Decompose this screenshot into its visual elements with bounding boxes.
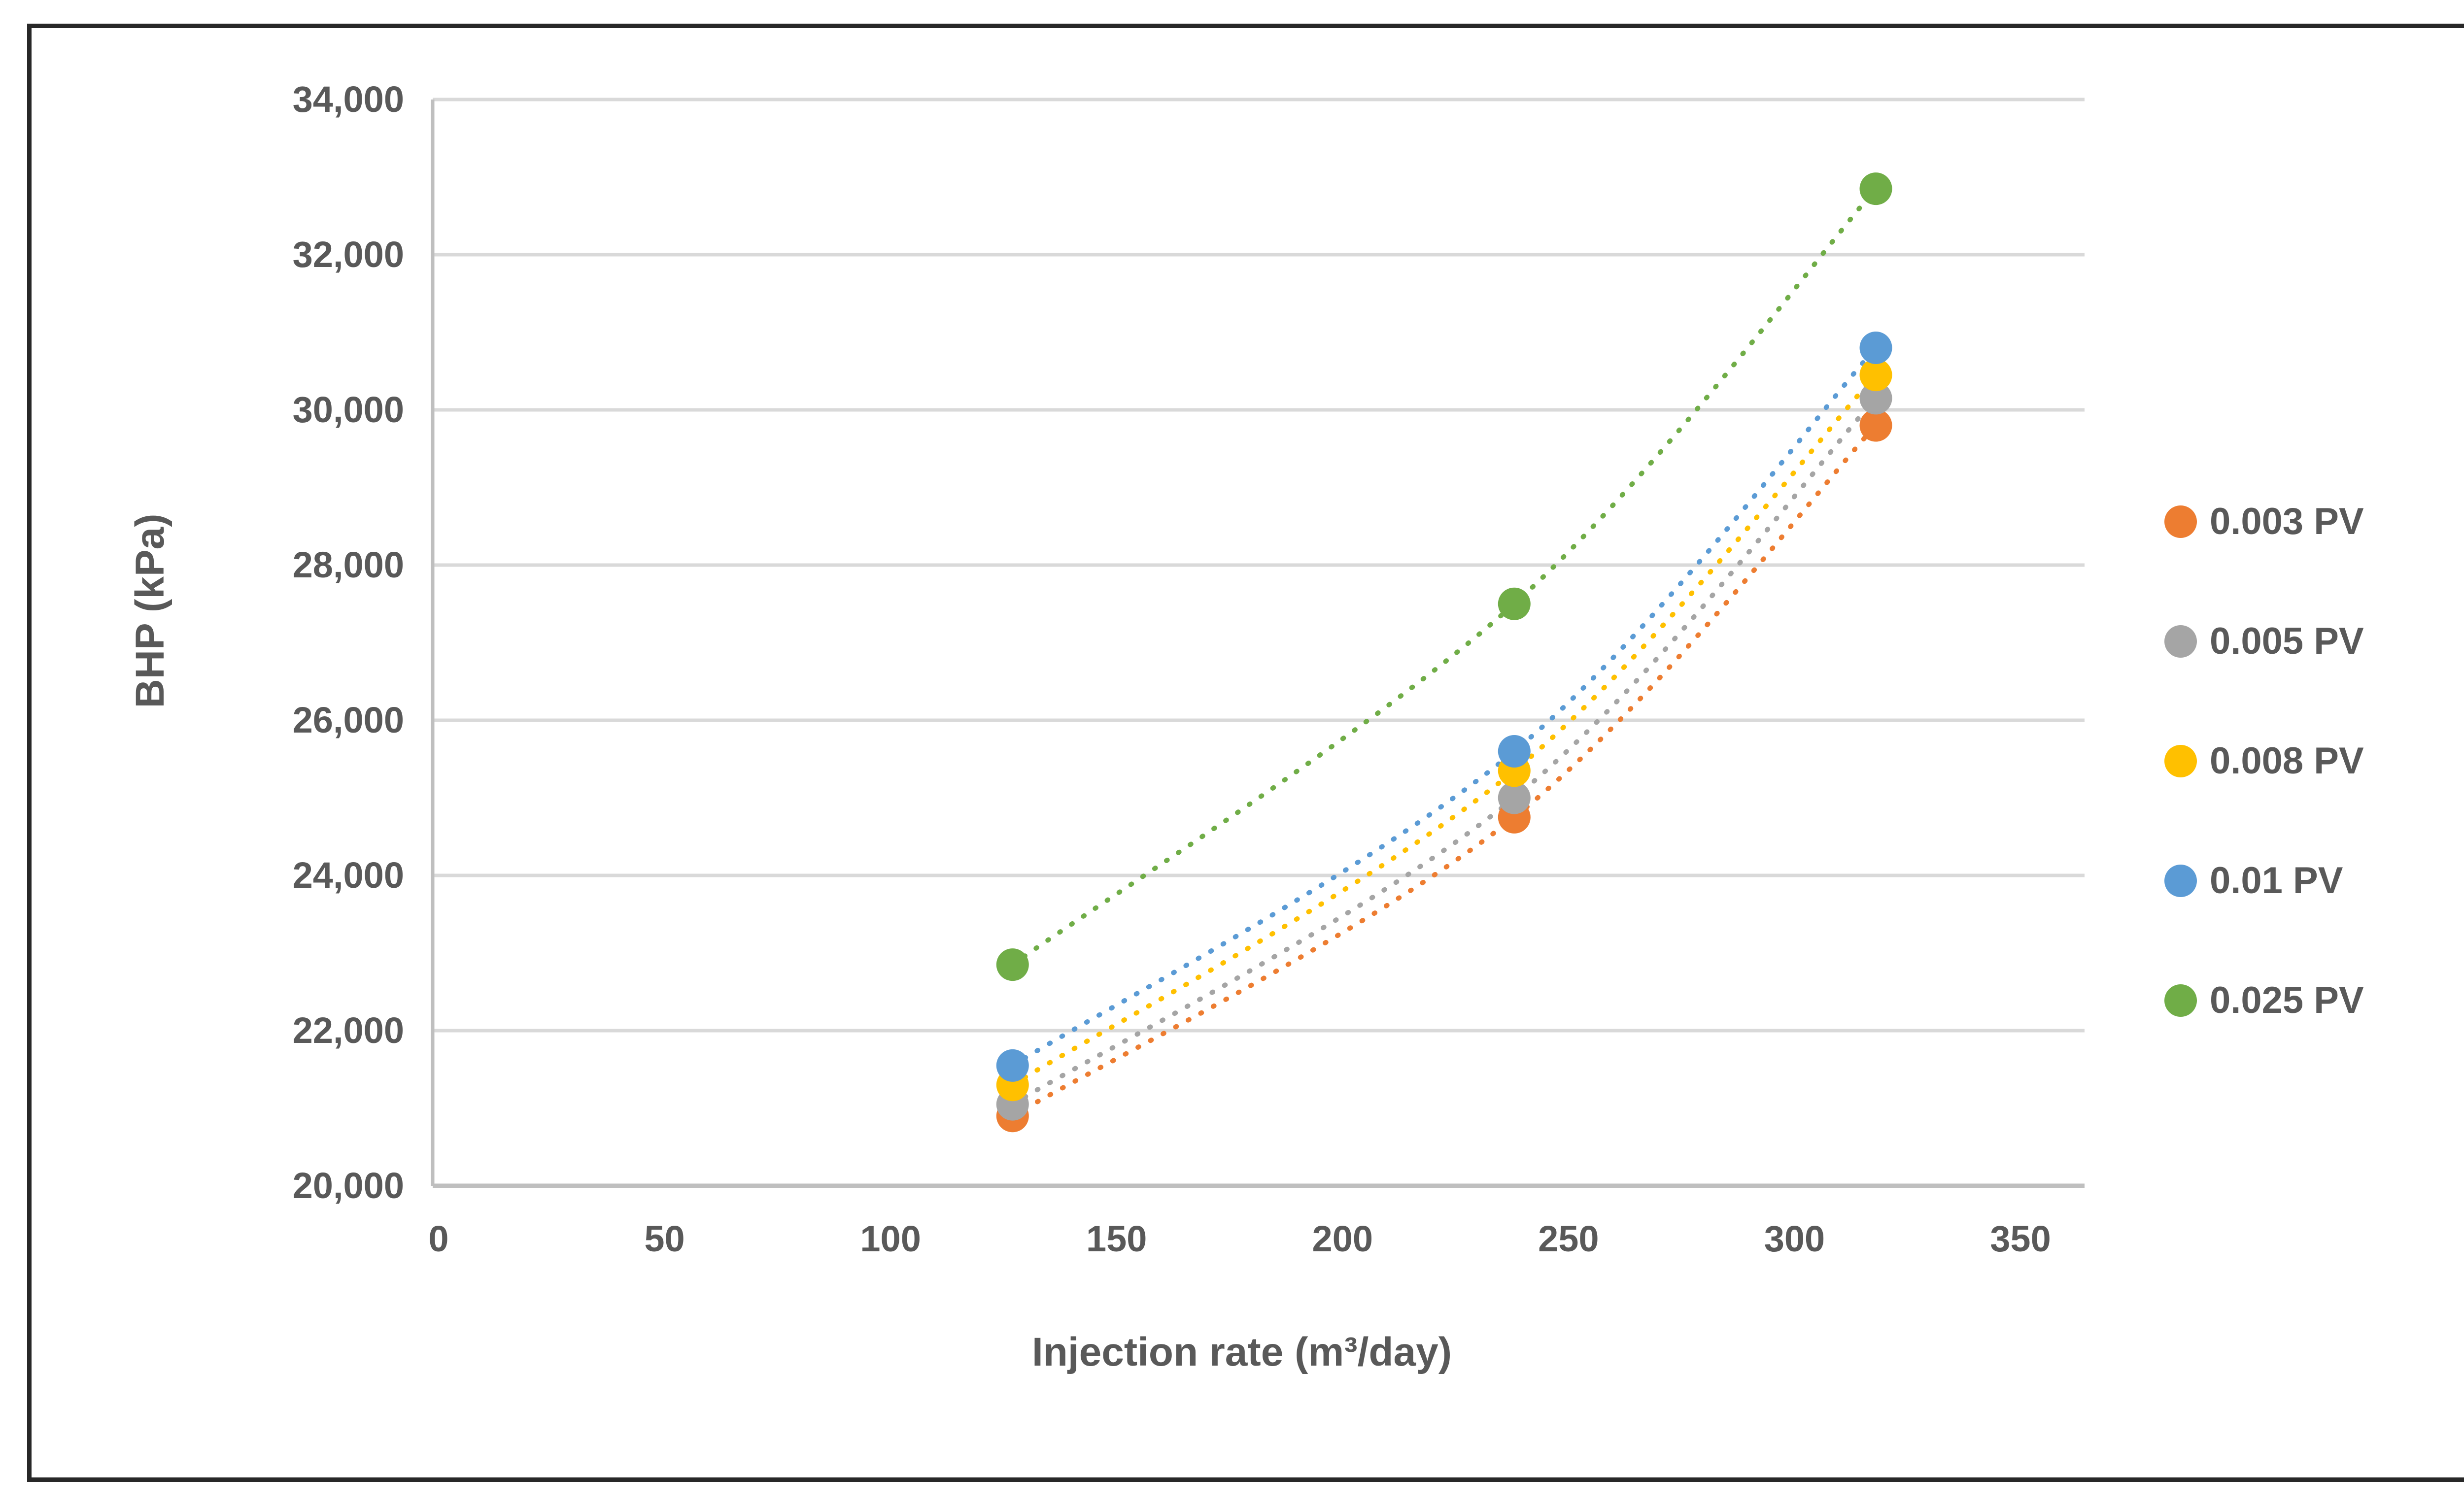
y-tick-label-26000: 26,000 xyxy=(292,700,404,740)
x-tick-label-100: 100 xyxy=(860,1218,921,1259)
legend-marker-dot xyxy=(2164,505,2197,538)
data-point-0.025-pv-x318 xyxy=(1859,172,1892,205)
series-line-0.01-pv xyxy=(1010,345,1879,1068)
legend-item-0.008-pv: 0.008 PV xyxy=(2164,737,2364,785)
legend-marker-dot xyxy=(2164,865,2197,897)
data-point-0.005-pv-x318 xyxy=(1859,382,1892,415)
x-tick-label-200: 200 xyxy=(1312,1218,1373,1259)
x-tick-label-250: 250 xyxy=(1538,1218,1599,1259)
x-tick-label-50: 50 xyxy=(644,1218,685,1259)
legend-marker-dot xyxy=(2164,625,2197,658)
legend-item-0.003-pv: 0.003 PV xyxy=(2164,498,2364,545)
x-axis-title: Injection rate (m³/day) xyxy=(1031,1330,1452,1374)
legend-label: 0.008 PV xyxy=(2210,740,2364,782)
data-point-0.025-pv-x127 xyxy=(996,948,1029,981)
x-tick-label-150: 150 xyxy=(1086,1218,1147,1259)
legend-label: 0.005 PV xyxy=(2210,620,2364,662)
data-point-0.005-pv-x238 xyxy=(1498,781,1531,814)
data-point-0.01-pv-x127 xyxy=(996,1049,1029,1082)
series-line-0.008-pv xyxy=(1010,372,1879,1088)
legend-label: 0.01 PV xyxy=(2210,860,2343,902)
x-tick-label-350: 350 xyxy=(1990,1218,2051,1259)
legend-item-0.005-pv: 0.005 PV xyxy=(2164,618,2364,665)
y-tick-label-34000: 34,000 xyxy=(292,79,404,120)
legend-item-0.01-pv: 0.01 PV xyxy=(2164,857,2343,904)
x-tick-label-0: 0 xyxy=(428,1218,449,1259)
y-tick-label-32000: 32,000 xyxy=(292,234,404,275)
legend-marker-dot xyxy=(2164,745,2197,777)
x-tick-label-300: 300 xyxy=(1764,1218,1825,1259)
y-tick-label-20000: 20,000 xyxy=(292,1165,404,1206)
y-tick-label-22000: 22,000 xyxy=(292,1010,404,1051)
y-tick-label-30000: 30,000 xyxy=(292,389,404,430)
legend-label: 0.025 PV xyxy=(2210,979,2364,1021)
series-line-0.005-pv xyxy=(1010,396,1879,1107)
legend-item-0.025-pv: 0.025 PV xyxy=(2164,977,2364,1024)
legend-marker-dot xyxy=(2164,984,2197,1017)
data-point-0.008-pv-x318 xyxy=(1859,359,1892,392)
y-axis-title: BHP (kPa) xyxy=(128,513,172,708)
data-point-0.01-pv-x318 xyxy=(1859,332,1892,364)
data-point-0.025-pv-x238 xyxy=(1498,587,1531,620)
data-point-0.003-pv-x318 xyxy=(1859,409,1892,442)
y-tick-label-28000: 28,000 xyxy=(292,544,404,585)
legend-label: 0.003 PV xyxy=(2210,501,2364,542)
data-point-0.01-pv-x238 xyxy=(1498,735,1531,768)
y-tick-label-24000: 24,000 xyxy=(292,855,404,896)
